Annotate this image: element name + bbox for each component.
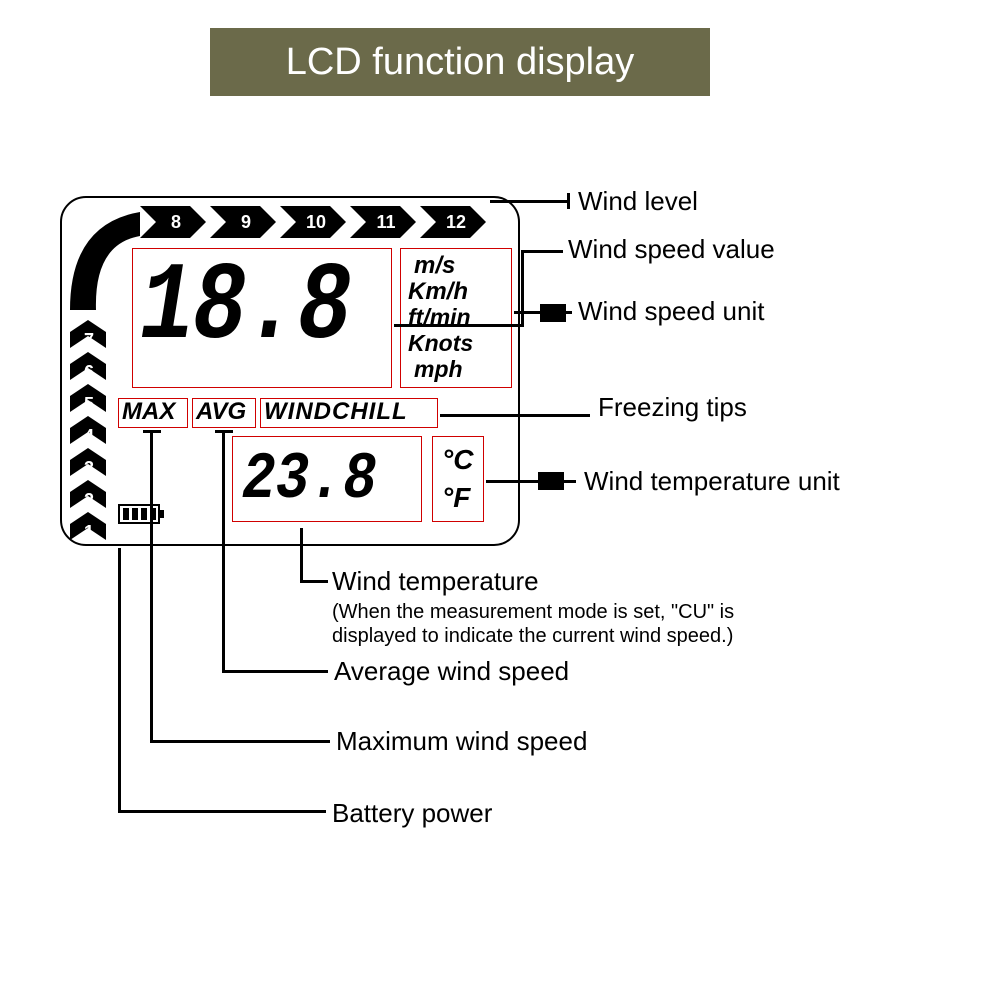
ptr-speed-val-b	[521, 250, 524, 327]
temp-unit-f: °F	[442, 482, 470, 514]
level-9: 9	[236, 212, 256, 233]
ptr-max-tick	[143, 430, 161, 433]
callout-wind-speed-value: Wind speed value	[568, 234, 775, 265]
ptr-bat-h	[118, 810, 326, 813]
ptr-avg-h	[222, 670, 328, 673]
level-3: 3	[80, 458, 98, 479]
ptr-max-h	[150, 740, 330, 743]
level-5: 5	[80, 394, 98, 415]
ptr-bat-v	[118, 548, 121, 812]
ptr-wtemp-v	[300, 528, 303, 582]
ptr-freezing	[440, 414, 590, 417]
ptr-max-v	[150, 432, 153, 742]
callout-battery: Battery power	[332, 798, 492, 829]
callout-wind-temp: Wind temperature	[332, 566, 539, 597]
ptr-wind-level	[490, 200, 570, 203]
title-text: LCD function display	[286, 41, 635, 84]
callout-freezing-tips: Freezing tips	[598, 392, 747, 423]
ptr-avg-tick	[215, 430, 233, 433]
title-bar: LCD function display	[210, 28, 710, 96]
ptr-speed-unit-tick	[540, 304, 566, 322]
level-4: 4	[80, 426, 98, 447]
level-6: 6	[80, 362, 98, 383]
ptr-speed-val-c	[521, 250, 563, 253]
callout-wind-temp-unit: Wind temperature unit	[584, 466, 840, 497]
ptr-wind-level-tick	[567, 193, 570, 209]
ptr-wtemp-h	[300, 580, 328, 583]
ptr-temp-unit-tick	[538, 472, 564, 490]
callout-wind-speed-unit: Wind speed unit	[578, 296, 764, 327]
ptr-avg-v	[222, 432, 225, 672]
level-8: 8	[166, 212, 186, 233]
unit-knots: Knots	[408, 330, 473, 357]
level-11: 11	[372, 212, 400, 233]
level-12: 12	[442, 212, 470, 233]
callout-wind-level: Wind level	[578, 186, 698, 217]
temp-unit-c: °C	[442, 444, 473, 476]
level-10: 10	[302, 212, 330, 233]
level-2: 2	[80, 490, 98, 511]
callout-avg: Average wind speed	[334, 656, 569, 687]
avg-label: AVG	[196, 398, 246, 426]
level-7: 7	[80, 330, 98, 351]
callout-wind-temp-sub: (When the measurement mode is set, "CU" …	[332, 600, 812, 648]
unit-ms: m/s	[414, 252, 455, 280]
unit-mph: mph	[414, 356, 463, 383]
ptr-speed-val-a	[394, 324, 524, 327]
lcd-panel: 1 2 3 4 5 6 7 8 9 10 11 12 18.8 m/s Km/h…	[60, 196, 520, 546]
unit-kmh: Km/h	[408, 278, 468, 306]
callout-max: Maximum wind speed	[336, 726, 587, 757]
level-1: 1	[80, 522, 98, 543]
battery-icon	[118, 504, 160, 524]
windchill-label: WINDCHILL	[264, 398, 408, 426]
max-label: MAX	[122, 398, 175, 426]
temp-value: 23.8	[242, 442, 377, 517]
speed-value: 18.8	[140, 246, 350, 371]
